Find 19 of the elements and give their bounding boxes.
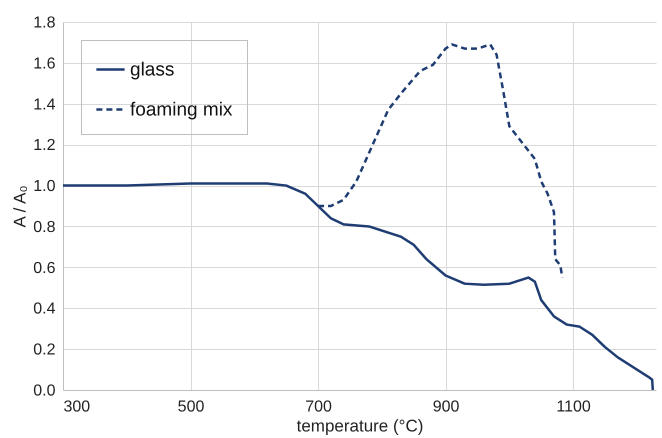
y-tick-label: 0.4 [33,300,56,318]
y-tick-label: 1.8 [33,14,56,32]
y-tick-label: 0.6 [33,260,56,277]
x-tick-label: 300 [64,398,90,416]
x-tick-label: 700 [305,398,332,416]
y-tick-label: 0.0 [33,382,56,400]
y-tick-label: 1.2 [33,137,56,154]
y-tick-label: 1.6 [33,55,56,72]
x-tick-label: 900 [432,398,460,416]
y-tick-label: 1.0 [33,178,56,196]
y-tick-label: 1.4 [33,96,56,114]
x-axis-title: temperature (°C) [296,416,424,436]
x-tick-label: 1100 [556,398,591,416]
y-axis-title: A / A₀ [10,185,30,228]
y-tick-label: 0.2 [33,342,56,359]
x-tick-label: 500 [178,398,204,416]
legend-label: glass [130,60,174,80]
legend-label: foaming mix [130,100,233,120]
y-tick-label: 0.8 [33,218,56,236]
